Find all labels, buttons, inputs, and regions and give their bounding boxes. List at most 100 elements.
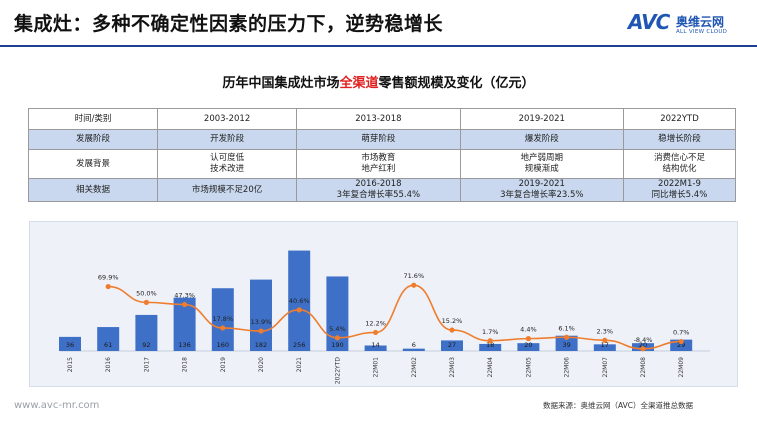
growth-point: [258, 328, 264, 334]
category-label: 2022YTD: [334, 357, 341, 385]
avc-logo: AVC 奥维云网 ALL VIEW CLOUD: [628, 10, 748, 42]
growth-label: 13.9%: [251, 318, 272, 326]
category-label: 22M04: [487, 357, 494, 378]
category-label: 2018: [182, 357, 189, 372]
growth-point: [678, 338, 684, 345]
growth-label: 40.6%: [289, 297, 310, 305]
title-bar: 集成灶：多种不确定性因素的压力下，逆势稳增长 AVC 奥维云网 ALL VIEW…: [0, 0, 757, 47]
growth-label: 1.7%: [482, 328, 499, 336]
table-header-cell: 2022YTD: [622, 108, 737, 130]
growth-label: 15.2%: [442, 317, 463, 325]
table-cell: 地产弱周期 规模渐成: [459, 149, 624, 179]
chart-title-highlight: 全渠道: [339, 76, 379, 91]
bar: [326, 276, 349, 351]
table-cell: 爆发阶段: [459, 129, 624, 150]
growth-label: -8.4%: [634, 336, 653, 344]
table-header-cell: 时间/类别: [28, 108, 158, 130]
growth-label: 12.2%: [365, 319, 386, 327]
category-label: 2021: [296, 357, 303, 372]
bar: [670, 339, 693, 351]
table-cell: 市场教育 地产红利: [296, 149, 461, 179]
stage-table: 时间/类别 2003-2012 2013-2018 2019-2021 2022YTD 发…: [28, 108, 737, 202]
logo-text: AVC: [628, 10, 670, 34]
bar-value-label: 256: [293, 341, 305, 349]
chart-title-pre: 历年中国集成灶市场: [222, 76, 340, 91]
growth-point: [373, 329, 379, 336]
growth-label: 50.0%: [136, 289, 157, 297]
growth-label: 6.1%: [558, 324, 575, 332]
bar-value-label: 92: [142, 341, 150, 349]
bar: [555, 335, 578, 351]
category-label: 22M07: [602, 357, 609, 378]
bar: [288, 250, 311, 351]
bar-value-label: 182: [255, 341, 267, 349]
bar: [479, 343, 502, 351]
bar-value-label: 17: [601, 341, 609, 349]
bar-value-label: 36: [66, 341, 74, 349]
table-cell: 发展阶段: [28, 129, 158, 150]
table-cell: 相关数据: [28, 178, 158, 202]
growth-point: [105, 283, 111, 290]
table-header-row: 时间/类别 2003-2012 2013-2018 2019-2021 2022YTD: [28, 108, 737, 130]
bar-value-label: 14: [371, 341, 379, 349]
growth-label: 2.3%: [597, 327, 614, 335]
growth-label: 47.3%: [174, 292, 195, 300]
table-row: 发展阶段 开发阶段 萌芽阶段 爆发阶段 稳增长阶段: [28, 129, 737, 150]
bar-value-label: 6: [412, 341, 416, 349]
category-label: 2015: [67, 357, 74, 372]
category-label: 2020: [258, 357, 265, 372]
growth-label: 69.9%: [98, 274, 119, 282]
growth-label: 0.7%: [673, 329, 690, 337]
growth-label: 17.8%: [212, 315, 233, 323]
category-label: 2017: [143, 357, 150, 372]
table-cell: 开发阶段: [156, 129, 298, 150]
bar-value-label: 136: [178, 341, 190, 349]
table-cell: 2022M1-9 同比增长5.4%: [622, 178, 737, 202]
growth-point: [334, 335, 340, 341]
data-source: 数据来源：奥维云网（AVC）全渠道推总数据: [543, 401, 694, 410]
growth-point: [487, 338, 493, 344]
footer-url: www.avc-mr.com: [14, 400, 100, 411]
bar-value-label: 20: [524, 341, 532, 349]
bar-value-label: 20: [639, 341, 647, 349]
logo-en: ALL VIEW CLOUD: [676, 29, 728, 35]
growth-point: [640, 346, 646, 352]
category-label: 22M02: [411, 357, 418, 378]
growth-line: [108, 284, 682, 350]
growth-label: 71.6%: [403, 272, 424, 280]
category-label: 22M05: [525, 357, 532, 378]
category-label: 22M01: [373, 357, 380, 378]
bar: [97, 327, 120, 351]
category-label: 22M08: [640, 357, 647, 378]
table-cell: 市场规模不足20亿: [156, 178, 298, 202]
bar: [250, 279, 272, 351]
logo-cn: 奥维云网: [676, 15, 725, 29]
chart-title-post: 零售额规模及变化（亿元）: [378, 76, 535, 91]
table-cell: 发展背景: [28, 149, 158, 179]
growth-point: [525, 336, 531, 342]
bar: [593, 344, 616, 351]
bar: [173, 297, 196, 351]
bar: [441, 340, 463, 351]
growth-label: 4.4%: [520, 326, 537, 334]
table-cell: 稳增长阶段: [622, 129, 737, 150]
growth-point: [143, 299, 149, 305]
bar-value-label: 27: [448, 341, 456, 349]
table-cell: 萌芽阶段: [296, 129, 461, 150]
table-header-cell: 2013-2018: [296, 108, 461, 130]
bar-value-label: 160: [217, 341, 229, 349]
table-row: 发展背景 认可度低 技术改进 市场教育 地产红利 地产弱周期 规模渐成 消费信心不足 结构优化: [28, 149, 737, 179]
bar-value-label: 190: [331, 341, 343, 349]
table-header-cell: 2003-2012: [156, 108, 298, 130]
bar: [211, 288, 234, 351]
growth-point: [602, 337, 608, 343]
category-label: 22M06: [564, 357, 571, 378]
growth-point: [564, 334, 570, 340]
bar: [135, 314, 158, 351]
growth-point: [449, 327, 455, 333]
bar-value-label: 18: [486, 341, 494, 349]
bar-value-label: 39: [562, 341, 570, 349]
table-cell: 2019-2021 3年复合增长率23.5%: [459, 178, 624, 202]
bar-value-label: 29: [677, 341, 685, 349]
bar: [402, 348, 425, 351]
